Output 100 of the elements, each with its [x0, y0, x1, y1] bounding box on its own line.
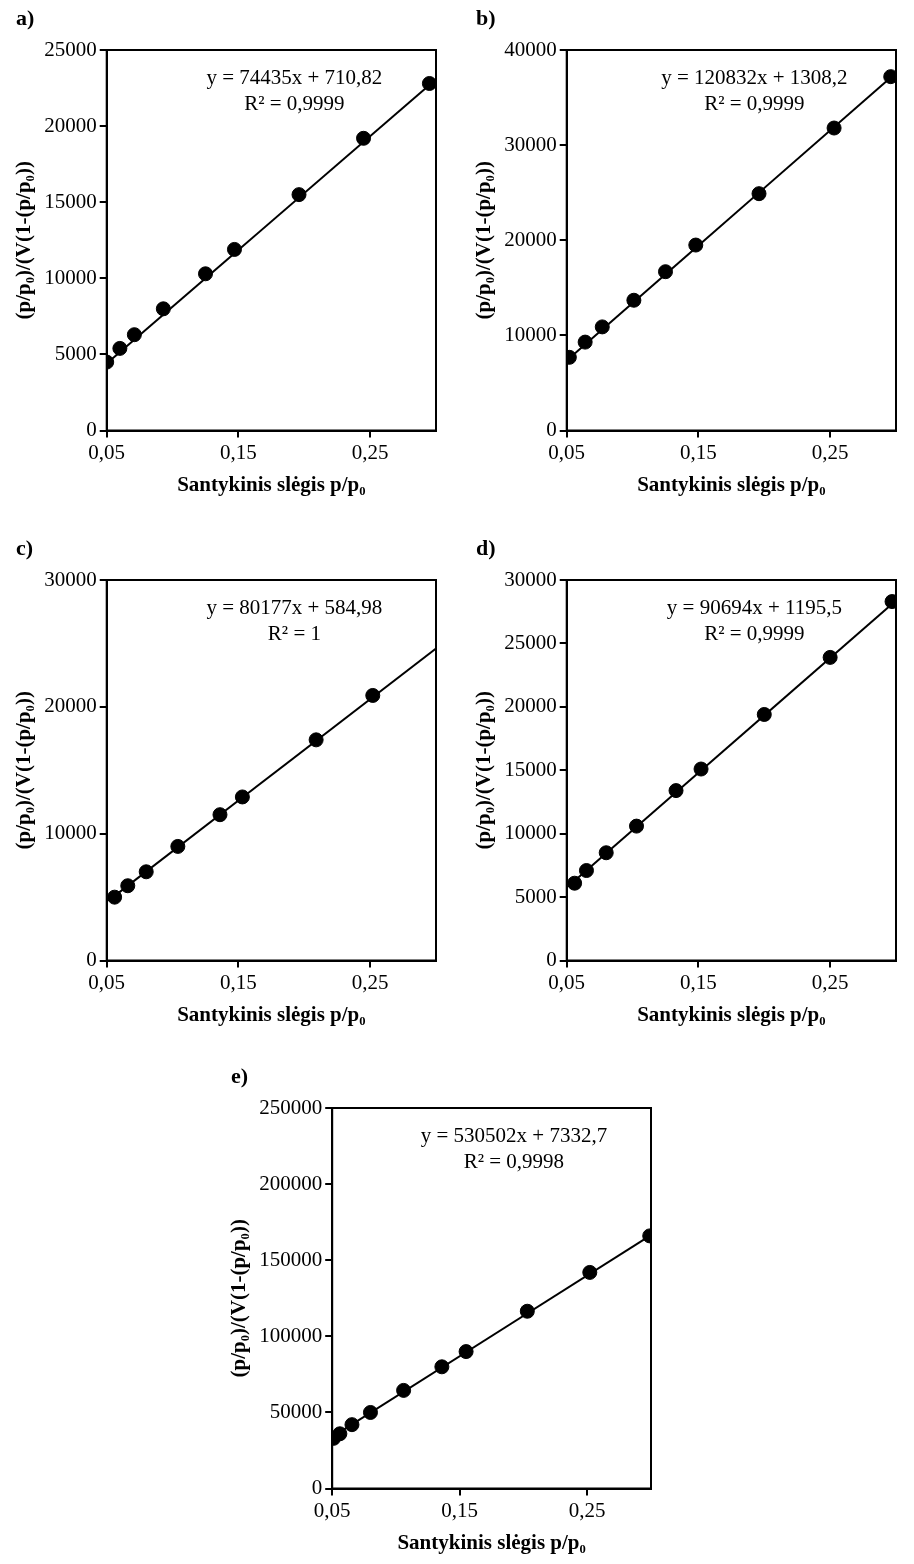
- y-tick-label: 30000: [504, 131, 557, 156]
- point: [567, 875, 583, 891]
- point: [107, 889, 123, 905]
- point: [751, 186, 767, 202]
- annotation: y = 90694x + 1195,5: [666, 594, 842, 619]
- y-axis-title: (p/p₀)/(V(1-(p/p₀)): [471, 161, 496, 320]
- point: [657, 264, 673, 280]
- y-tick-label: 0: [86, 417, 97, 442]
- point: [421, 75, 436, 91]
- point: [356, 130, 372, 146]
- annotation: R² = 0,9998: [463, 1148, 565, 1173]
- annotation: y = 120832x + 1308,2: [661, 64, 848, 89]
- x-tick-label: 0,15: [680, 969, 717, 994]
- x-tick-label: 0,25: [811, 969, 849, 994]
- y-tick-label: 25000: [504, 629, 557, 654]
- point: [226, 241, 242, 257]
- point: [170, 838, 186, 854]
- y-tick-label: 40000: [504, 36, 557, 61]
- x-tick-label: 0,25: [568, 1497, 606, 1522]
- point: [362, 1404, 378, 1420]
- point: [519, 1303, 535, 1319]
- point: [120, 878, 136, 894]
- point: [756, 706, 772, 722]
- x-axis-title: Santykinis slėgis p/p₀: [397, 1529, 586, 1554]
- chart-title: b): [476, 4, 496, 30]
- annotation: R² = 0,9999: [704, 90, 805, 115]
- annotation: R² = 0,9999: [244, 90, 345, 115]
- x-tick-label: 0,05: [88, 969, 126, 994]
- x-tick-label: 0,05: [548, 969, 586, 994]
- y-tick-label: 15000: [44, 188, 97, 213]
- y-tick-label: 5000: [514, 883, 557, 908]
- point: [626, 292, 642, 308]
- x-tick-label: 0,15: [680, 439, 717, 464]
- annotation: y = 74435x + 710,82: [206, 64, 383, 89]
- y-tick-label: 20000: [504, 226, 557, 251]
- point: [212, 807, 228, 823]
- x-tick-label: 0,25: [351, 439, 389, 464]
- chart-title: c): [16, 534, 34, 560]
- y-tick-label: 25000: [44, 36, 97, 61]
- point: [578, 863, 594, 879]
- y-tick-label: 0: [86, 947, 97, 972]
- point: [112, 340, 128, 356]
- x-tick-label: 0,15: [220, 969, 257, 994]
- point: [138, 864, 154, 880]
- point: [291, 187, 307, 203]
- y-tick-label: 250000: [259, 1094, 323, 1119]
- x-tick-label: 0,15: [441, 1497, 479, 1522]
- y-tick-label: 0: [546, 947, 557, 972]
- y-tick-label: 20000: [504, 693, 557, 718]
- y-tick-label: 10000: [44, 820, 97, 845]
- point: [434, 1359, 450, 1375]
- x-axis-title: Santykinis slėgis p/p₀: [637, 471, 826, 496]
- point: [668, 783, 684, 799]
- x-tick-label: 0,05: [548, 439, 586, 464]
- x-tick-label: 0,05: [88, 439, 126, 464]
- y-axis-title: (p/p₀)/(V(1-(p/p₀)): [11, 691, 36, 850]
- point: [396, 1382, 412, 1398]
- y-tick-label: 150000: [259, 1246, 323, 1271]
- point: [197, 266, 213, 282]
- point: [577, 334, 593, 350]
- point: [582, 1264, 598, 1280]
- point: [629, 818, 645, 834]
- y-axis-title: (p/p₀)/(V(1-(p/p₀)): [11, 161, 36, 320]
- annotation: R² = 1: [267, 620, 321, 645]
- point: [365, 687, 381, 703]
- x-axis-title: Santykinis slėgis p/p₀: [637, 1001, 826, 1026]
- point: [344, 1417, 360, 1433]
- point: [688, 237, 704, 253]
- point: [234, 789, 250, 805]
- annotation: y = 80177x + 584,98: [206, 594, 383, 619]
- point: [693, 761, 709, 777]
- y-axis-title: (p/p₀)/(V(1-(p/p₀)): [226, 1219, 251, 1378]
- point: [155, 301, 171, 317]
- point: [308, 732, 324, 748]
- y-tick-label: 200000: [259, 1170, 323, 1195]
- x-tick-label: 0,15: [220, 439, 257, 464]
- x-axis-title: Santykinis slėgis p/p₀: [177, 1001, 366, 1026]
- point: [126, 327, 142, 343]
- y-tick-label: 20000: [44, 693, 97, 718]
- point: [332, 1426, 348, 1442]
- y-tick-label: 100000: [259, 1322, 323, 1347]
- point: [598, 845, 614, 861]
- x-axis-title: Santykinis slėgis p/p₀: [177, 471, 366, 496]
- point: [458, 1344, 474, 1360]
- annotation: y = 530502x + 7332,7: [420, 1122, 608, 1147]
- y-tick-label: 10000: [504, 321, 557, 346]
- annotation: R² = 0,9999: [704, 620, 805, 645]
- x-tick-label: 0,25: [351, 969, 389, 994]
- y-tick-label: 50000: [269, 1399, 323, 1423]
- point: [826, 120, 842, 136]
- x-tick-label: 0,25: [811, 439, 849, 464]
- point: [822, 649, 838, 665]
- x-tick-label: 0,05: [313, 1497, 351, 1522]
- y-tick-label: 5000: [54, 341, 97, 365]
- point: [594, 319, 610, 335]
- chart-title: d): [476, 534, 496, 560]
- y-tick-label: 0: [311, 1475, 323, 1500]
- y-tick-label: 15000: [504, 756, 557, 781]
- y-tick-label: 10000: [504, 820, 557, 845]
- chart-title: a): [16, 4, 35, 30]
